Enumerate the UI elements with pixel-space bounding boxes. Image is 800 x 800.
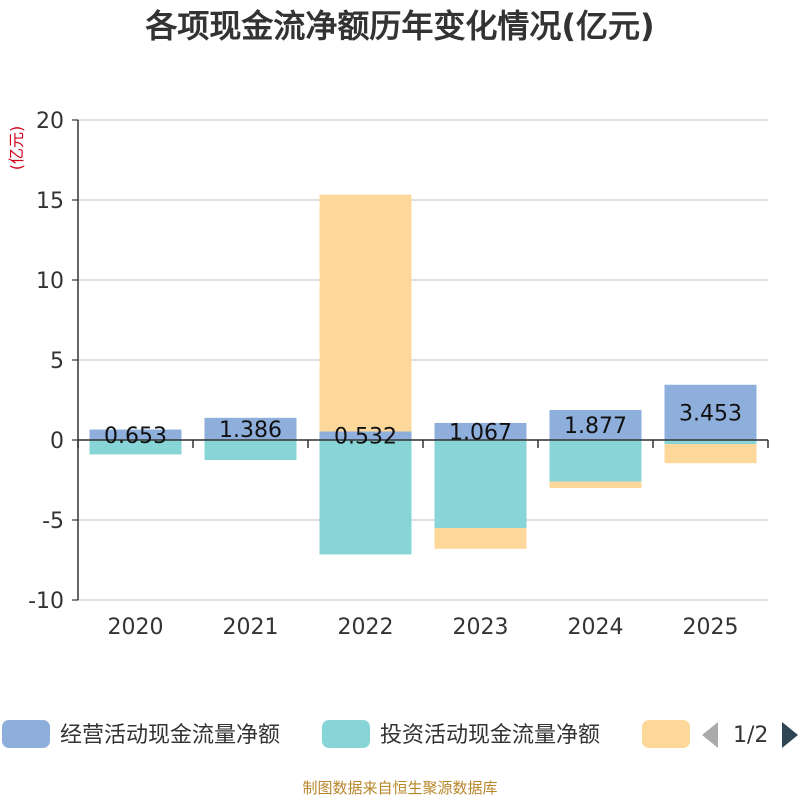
y-tick-label: 0 <box>50 429 64 454</box>
data-label: 1.067 <box>449 420 512 445</box>
legend-prev-icon[interactable] <box>702 722 718 748</box>
y-axis-label: (亿元) <box>7 126 26 171</box>
data-label: 3.453 <box>679 401 742 426</box>
bar-series2-2022 <box>319 440 412 555</box>
y-tick-label: -5 <box>42 509 64 534</box>
legend-swatch <box>322 720 370 748</box>
bar-series1-2021 <box>204 417 297 440</box>
data-label: 1.386 <box>219 418 282 443</box>
y-tick-label: 5 <box>50 349 64 374</box>
data-labels: 0.653 1.386 0.532 1.067 1.877 3.453 <box>104 401 742 449</box>
bar-series3-2023 <box>434 528 527 549</box>
bar-series1-2024 <box>549 409 642 440</box>
x-tick-label: 2024 <box>568 615 624 640</box>
data-label: 0.532 <box>334 425 397 450</box>
bar-series3-2024 <box>549 481 642 488</box>
y-tick-label: -10 <box>28 589 64 614</box>
chart-title: 各项现金流净额历年变化情况(亿元) <box>145 7 655 45</box>
bar-series1-2023 <box>434 422 527 440</box>
source-footer: 制图数据来自恒生聚源数据库 <box>302 779 498 797</box>
x-tick-label: 2020 <box>108 615 164 640</box>
legend-swatch <box>642 720 690 748</box>
legend-label: 经营活动现金流量净额 <box>60 723 280 748</box>
bar-series2-2025 <box>664 440 757 444</box>
y-tick-label: 15 <box>36 189 64 214</box>
grid-lines <box>78 119 768 601</box>
bar-series2-2024 <box>549 440 642 482</box>
legend-next-icon[interactable] <box>782 722 798 748</box>
bar-series1-2022 <box>319 431 412 440</box>
y-tick-label: 10 <box>36 269 64 294</box>
data-label: 1.877 <box>564 414 627 439</box>
legend-label: 投资活动现金流量净额 <box>380 723 600 748</box>
bar-series2-2023 <box>434 440 527 528</box>
bar-series3-2025 <box>664 444 757 464</box>
data-label: 0.653 <box>104 424 167 449</box>
legend-page-indicator: 1/2 <box>733 723 768 748</box>
bar-series2-2021 <box>204 440 297 460</box>
x-tick-label: 2025 <box>683 615 739 640</box>
bar-series2-2020 <box>89 440 182 455</box>
bar-series1-2025 <box>664 384 757 440</box>
legend-swatch <box>2 720 50 748</box>
bars <box>89 194 757 555</box>
y-tick-label: 20 <box>36 109 64 134</box>
x-tick-label: 2022 <box>338 615 394 640</box>
x-tick-label: 2023 <box>453 615 509 640</box>
x-tick-label: 2021 <box>223 615 279 640</box>
bar-series1-2020 <box>89 429 182 440</box>
bar-series3-2022 <box>319 194 412 432</box>
legend: 经营活动现金流量净额 投资活动现金流量净额 1/2 <box>2 720 798 748</box>
